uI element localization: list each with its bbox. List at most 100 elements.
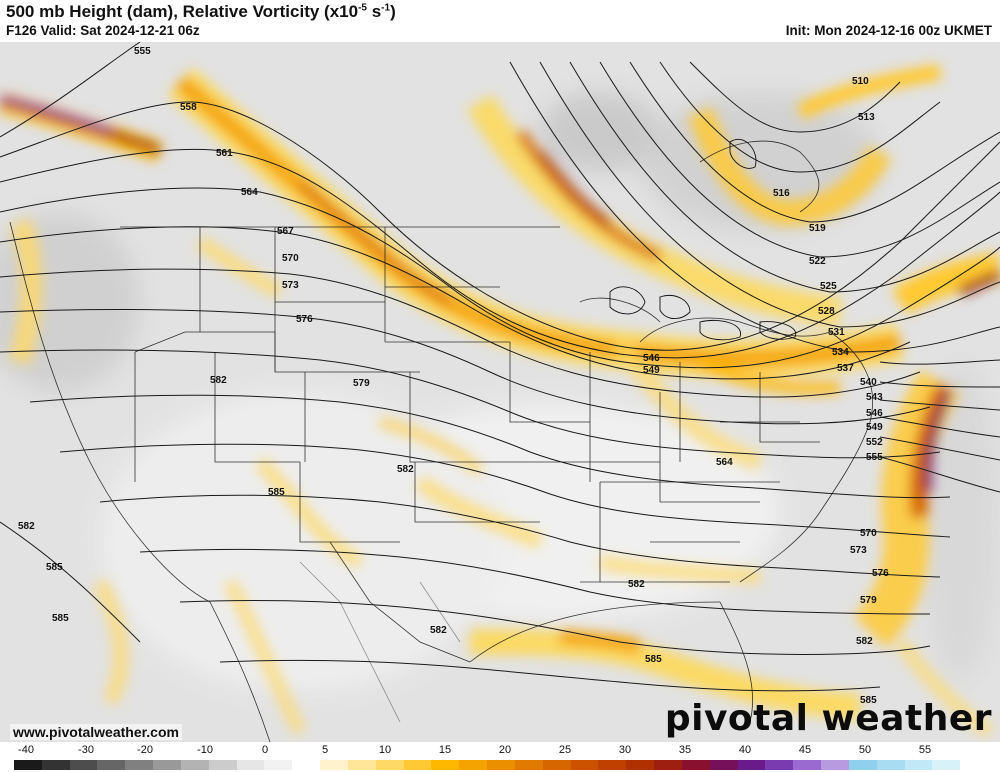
contour-label: 582 <box>856 636 873 647</box>
colorbar-swatch <box>654 760 682 770</box>
colorbar-swatch <box>848 760 877 770</box>
title-text: 500 mb Height (dam), Relative Vorticity … <box>6 2 359 21</box>
contour-label: 585 <box>268 487 285 498</box>
contour-label: 570 <box>860 528 877 539</box>
contour-label: 582 <box>628 579 645 590</box>
map-title: 500 mb Height (dam), Relative Vorticity … <box>6 2 396 22</box>
contour-label: 579 <box>353 378 370 389</box>
colorbar-swatch <box>514 760 543 770</box>
contour-label: 564 <box>716 457 733 468</box>
colorbar-tick: 20 <box>498 744 512 756</box>
map-header: 500 mb Height (dam), Relative Vorticity … <box>0 0 1000 42</box>
colorbar-tick: 5 <box>321 744 329 756</box>
colorbar-swatch <box>125 760 154 770</box>
valid-time: F126 Valid: Sat 2024-12-21 06z <box>6 23 200 38</box>
colorbar-tick: -20 <box>137 744 153 756</box>
colorbar-tick: 35 <box>678 744 692 756</box>
title-exponent-1: -5 <box>358 2 367 14</box>
colorbar-tick: 15 <box>438 744 452 756</box>
contour-label: 579 <box>860 595 877 606</box>
colorbar-swatch <box>681 760 710 770</box>
colorbar-swatch <box>709 760 738 770</box>
political-boundaries <box>9 140 873 742</box>
contour-label: 567 <box>277 226 294 237</box>
contour-label: 528 <box>818 306 835 317</box>
coastlines <box>609 139 797 341</box>
contour-label: 549 <box>643 365 660 376</box>
colorbar-swatch <box>153 760 181 770</box>
colorbar-swatch <box>375 760 404 770</box>
website-url[interactable]: www.pivotalweather.com <box>10 724 182 740</box>
colorbar-swatch <box>459 760 488 770</box>
colorbar-swatch <box>932 760 961 770</box>
height-contours <box>0 42 1000 692</box>
colorbar-tick: 10 <box>378 744 392 756</box>
contour-label: 585 <box>52 613 69 624</box>
colorbar-swatch <box>236 760 265 770</box>
colorbar-swatch <box>765 760 794 770</box>
contour-label: 525 <box>820 281 837 292</box>
colorbar-tick: 40 <box>738 744 752 756</box>
contour-label: 546 <box>643 353 660 364</box>
contour-label: 570 <box>282 253 299 264</box>
contour-label: 519 <box>809 223 826 234</box>
colorbar-swatch <box>793 760 822 770</box>
colorbar-swatch <box>97 760 126 770</box>
colorbar-swatch <box>737 760 766 770</box>
title-close: ) <box>390 2 396 21</box>
colorbar-tick: -10 <box>197 744 213 756</box>
colorbar-swatch <box>487 760 515 770</box>
contour-label: 558 <box>180 102 197 113</box>
contour-label: 561 <box>216 148 233 159</box>
vorticity-colorbar: -40 -30 -20 -10 0 5 10 15 20 25 30 35 40… <box>0 742 1000 772</box>
colorbar-swatch <box>41 760 70 770</box>
colorbar-swatch <box>14 760 42 770</box>
colorbar-tick: -30 <box>78 744 94 756</box>
weather-map[interactable]: 555 558 561 564 567 570 573 576 579 582 … <box>0 42 1000 742</box>
contour-label: 546 <box>866 408 883 419</box>
colorbar-swatch <box>431 760 460 770</box>
contour-label: 582 <box>397 464 414 475</box>
contour-label: 534 <box>832 347 849 358</box>
contour-label: 582 <box>430 625 447 636</box>
colorbar-swatch <box>292 760 321 770</box>
colorbar-swatch <box>598 760 627 770</box>
colorbar-swatch <box>821 760 849 770</box>
colorbar-swatch <box>570 760 599 770</box>
colorbar-swatch <box>264 760 293 770</box>
map-canvas: 555 558 561 564 567 570 573 576 579 582 … <box>0 42 1000 742</box>
contour-label: 585 <box>860 695 877 706</box>
contour-label: 543 <box>866 392 883 403</box>
colorbar-swatch <box>626 760 655 770</box>
title-exponent-2: -1 <box>381 2 391 14</box>
contour-label: 537 <box>837 363 854 374</box>
contour-label: 552 <box>866 437 883 448</box>
colorbar-tick: 0 <box>261 744 269 756</box>
contour-label: 573 <box>282 280 299 291</box>
contour-label: 555 <box>134 46 151 57</box>
contour-label: 531 <box>828 327 845 338</box>
colorbar-swatch <box>904 760 933 770</box>
contour-label: 582 <box>210 375 227 386</box>
contour-label: 549 <box>866 422 883 433</box>
contour-label: 585 <box>645 654 662 665</box>
colorbar-swatch <box>69 760 98 770</box>
contour-label: 540 <box>860 377 877 388</box>
contour-label: 510 <box>852 76 869 87</box>
contour-labels: 555 558 561 564 567 570 573 576 579 582 … <box>18 46 889 706</box>
colorbar-swatch <box>180 760 209 770</box>
colorbar-tick: 45 <box>798 744 812 756</box>
colorbar-tick: 25 <box>558 744 572 756</box>
colorbar-swatch <box>320 760 348 770</box>
contour-label: 582 <box>18 521 35 532</box>
colorbar-tick: 50 <box>858 744 872 756</box>
colorbar-strip <box>14 760 961 770</box>
contour-label: 585 <box>46 562 63 573</box>
colorbar-tick: -40 <box>18 744 34 756</box>
colorbar-swatch <box>208 760 237 770</box>
contour-label: 573 <box>850 545 867 556</box>
contour-label: 516 <box>773 188 790 199</box>
contour-label: 522 <box>809 256 826 267</box>
colorbar-swatch <box>876 760 905 770</box>
contour-label: 513 <box>858 112 875 123</box>
